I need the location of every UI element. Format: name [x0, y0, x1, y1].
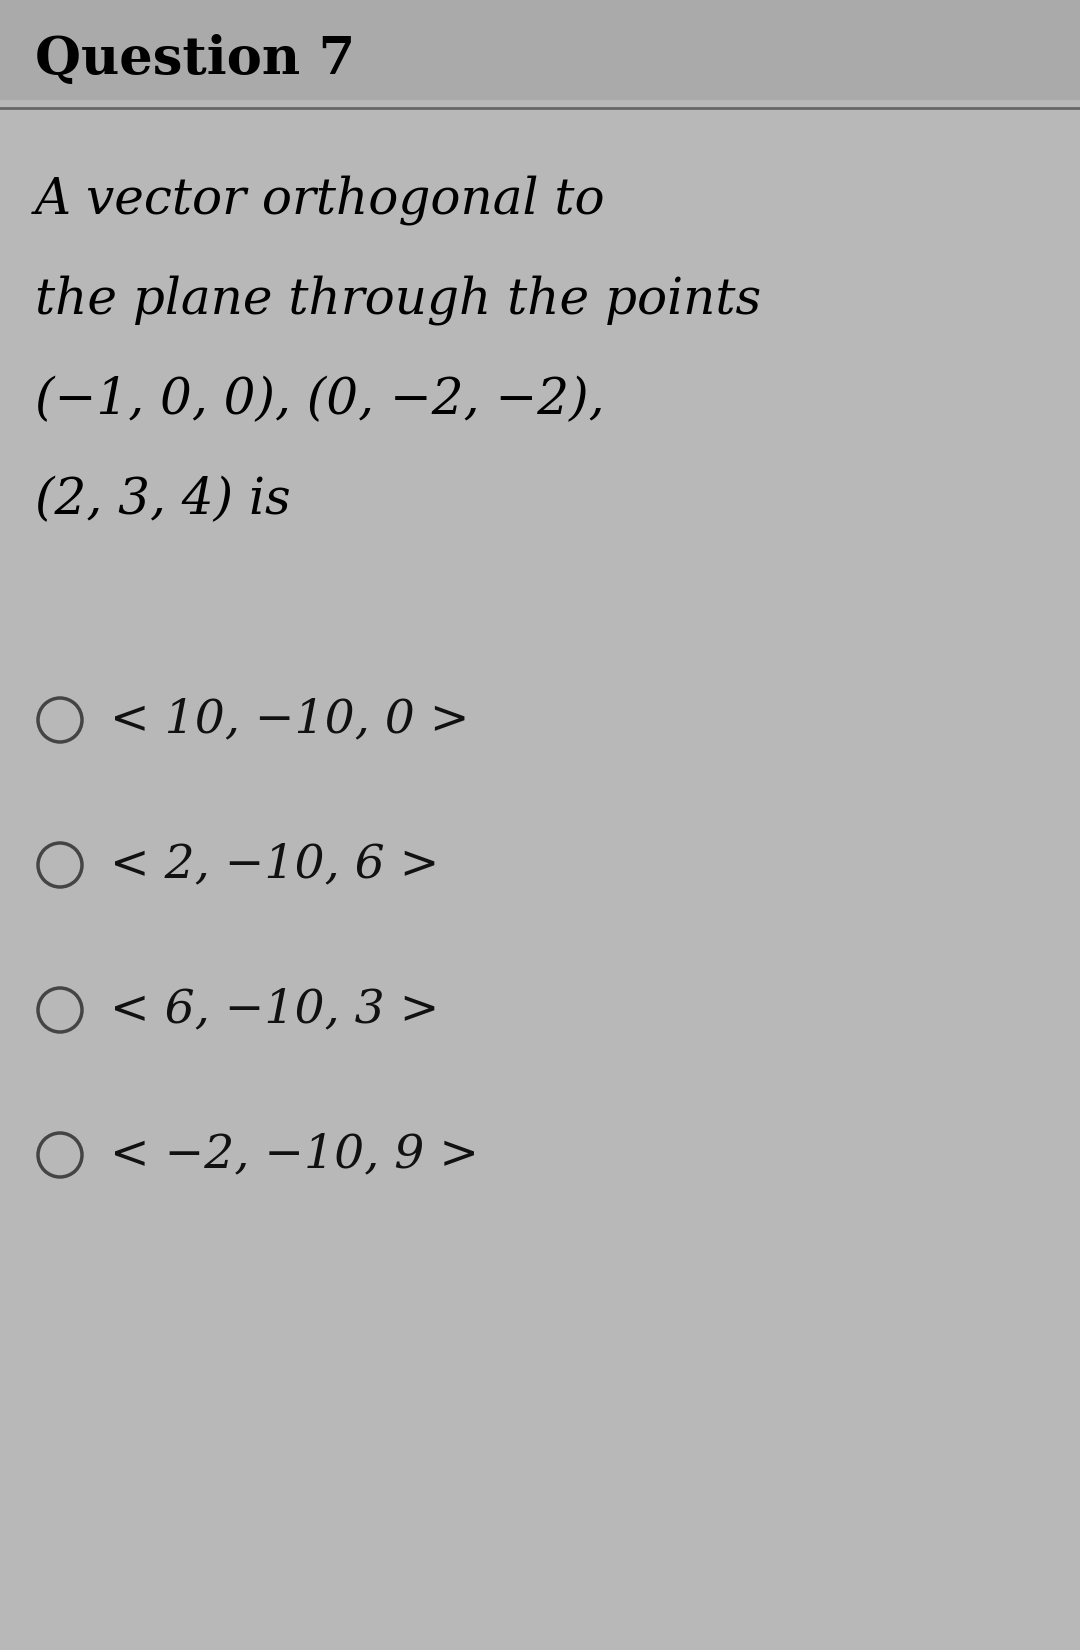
- Text: < 2, −10, 6 >: < 2, −10, 6 >: [110, 843, 440, 888]
- Text: Question 7: Question 7: [35, 35, 355, 86]
- Bar: [0, 0, 1080, 101]
- Text: < 6, −10, 3 >: < 6, −10, 3 >: [110, 987, 440, 1033]
- Text: < −2, −10, 9 >: < −2, −10, 9 >: [110, 1132, 480, 1178]
- Text: < 10, −10, 0 >: < 10, −10, 0 >: [110, 698, 470, 742]
- Text: (−1, 0, 0), (0, −2, −2),: (−1, 0, 0), (0, −2, −2),: [35, 375, 605, 424]
- Text: (2, 3, 4) is: (2, 3, 4) is: [35, 475, 291, 525]
- Text: the plane through the points: the plane through the points: [35, 276, 761, 325]
- Text: A vector orthogonal to: A vector orthogonal to: [35, 175, 606, 224]
